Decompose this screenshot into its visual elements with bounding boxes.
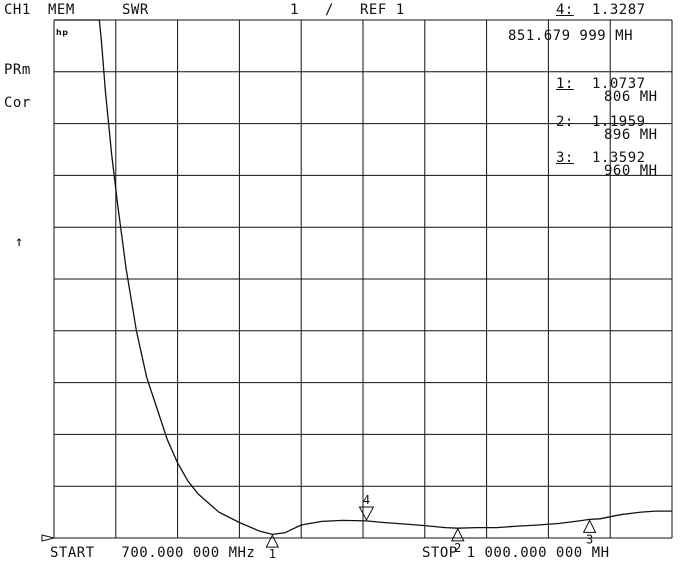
marker-3: 3 — [582, 519, 597, 546]
active-marker-label: 4: — [556, 2, 574, 18]
marker-triangle — [450, 527, 465, 542]
correction-indicator: Cor — [4, 95, 31, 111]
start-frequency: START 700.000 000 MHz — [50, 545, 256, 561]
scale-value: 1 — [290, 2, 299, 18]
marker-1-label: 1: — [556, 76, 574, 92]
marker-number-label: 4 — [363, 493, 370, 507]
active-marker-value: 1.3287 — [592, 2, 646, 18]
format-label: SWR — [122, 2, 149, 18]
marker-3-frequency: 960 MH — [604, 163, 658, 179]
marker-triangle — [582, 519, 597, 533]
mode-label: MEM — [48, 2, 75, 18]
marker-triangle — [358, 506, 375, 522]
marker-1-frequency: 806 MH — [604, 89, 658, 105]
marker-3-value: 1.3592 — [592, 150, 646, 166]
marker-2-value: 1.1959 — [592, 114, 646, 130]
hp-logo: hp — [56, 28, 69, 37]
marker-2: 2 — [450, 527, 465, 555]
swr-trace — [54, 19, 672, 536]
reference-arrow: ↑ — [15, 234, 24, 250]
marker-number-label: 3 — [586, 532, 593, 546]
marker-1: 1 — [265, 534, 280, 561]
marker-triangle — [265, 534, 280, 548]
marker-number-label: 2 — [454, 541, 461, 555]
reference-value: REF 1 — [360, 2, 405, 18]
marker-2-frequency: 896 MH — [604, 127, 658, 143]
marker-2-label: 2: — [556, 114, 574, 130]
parameter-indicator: PRm — [4, 62, 31, 78]
marker-4: 4 — [358, 493, 375, 522]
stop-frequency: STOP 1 000.000 000 MH — [422, 545, 610, 561]
marker-3-label: 3: — [556, 150, 574, 166]
marker-number-label: 1 — [269, 547, 276, 561]
graticule — [53, 19, 673, 539]
reference-line-pointer — [41, 534, 55, 542]
scale-separator: / — [325, 2, 334, 18]
active-marker-frequency: 851.679 999 MH — [508, 28, 634, 44]
marker-layer: 1 2 3 4 — [265, 493, 597, 561]
marker-1-value: 1.0737 — [592, 76, 646, 92]
channel-label: CH1 — [4, 2, 31, 18]
